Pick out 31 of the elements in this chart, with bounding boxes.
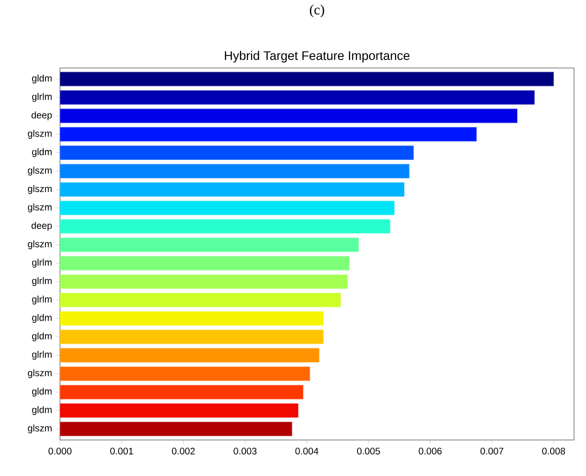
x-tick-label: 0.005 xyxy=(357,448,380,454)
y-tick-label: glrlm xyxy=(32,277,52,286)
x-tick-label: 0.003 xyxy=(234,448,257,454)
x-tick-label: 0.008 xyxy=(542,448,566,454)
y-tick-label: glszm xyxy=(28,369,52,378)
y-tick-label: gldm xyxy=(32,388,52,397)
x-tick-label: 0.007 xyxy=(480,448,504,454)
y-tick-label: glszm xyxy=(28,424,52,434)
x-tick-label: 0.001 xyxy=(110,448,134,454)
y-tick-label: gldm xyxy=(32,332,52,342)
y-tick-label: glszm xyxy=(28,185,52,194)
text: (c) xyxy=(310,4,324,18)
x-tick-label: 0.002 xyxy=(172,448,195,454)
y-tick-label: gldm xyxy=(32,148,52,158)
y-tick-label: gldm xyxy=(32,406,52,415)
y-tick-label: glrlm xyxy=(32,296,52,304)
y-tick-label: gldm xyxy=(32,74,52,84)
y-tick-label: gldm xyxy=(32,314,52,323)
y-tick-label: deep xyxy=(32,222,52,231)
y-tick-label: glszm xyxy=(28,240,52,250)
y-tick-label: glrlm xyxy=(32,258,52,268)
chart-title: Hybrid Target Feature Importance xyxy=(224,50,410,62)
y-tick-label: glrlm xyxy=(32,93,52,102)
y-tick-label: glrlm xyxy=(32,350,52,360)
y-tick-label: glszm xyxy=(28,204,52,212)
x-tick-label: 0.000 xyxy=(48,448,72,454)
y-tick-label: deep xyxy=(32,111,52,120)
x-tick-label: 0.004 xyxy=(295,448,318,454)
x-tick-label: 0.006 xyxy=(418,448,442,454)
y-tick-label: glszm xyxy=(28,130,52,139)
y-tick-label: glszm xyxy=(28,166,52,176)
